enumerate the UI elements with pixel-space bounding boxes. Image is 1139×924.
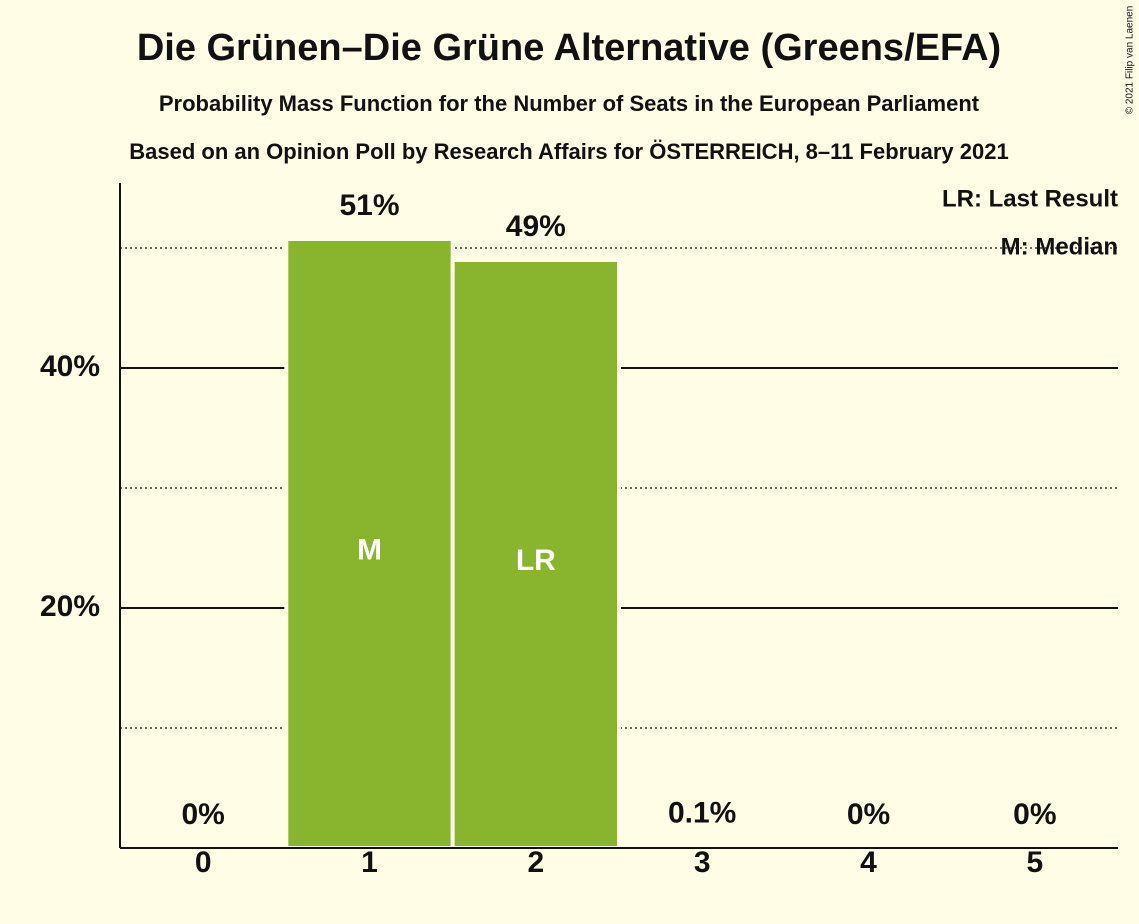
x-tick-label: 4 <box>860 846 877 879</box>
x-tick-label: 5 <box>1026 846 1043 879</box>
bar <box>284 237 455 850</box>
x-tick-label: 3 <box>694 846 711 879</box>
y-tick-label: 40% <box>40 350 100 383</box>
chart-title: Die Grünen–Die Grüne Alternative (Greens… <box>137 27 1001 69</box>
legend-text: LR: Last Result <box>942 185 1118 212</box>
copyright: © 2021 Filip van Laenen <box>1125 6 1136 115</box>
value-label: 0.1% <box>668 797 736 830</box>
x-tick-label: 2 <box>527 846 544 879</box>
bar-label: M <box>357 533 382 566</box>
source-line: Based on an Opinion Poll by Research Aff… <box>129 139 1008 164</box>
value-label: 0% <box>181 798 224 831</box>
bar-label: LR <box>516 544 556 577</box>
y-tick-label: 20% <box>40 590 100 623</box>
chart-subtitle: Probability Mass Function for the Number… <box>159 91 980 116</box>
x-tick-label: 0 <box>195 846 212 879</box>
legend-text: M: Median <box>1001 233 1118 260</box>
value-label: 0% <box>847 798 890 831</box>
x-tick-label: 1 <box>361 846 378 879</box>
value-label: 49% <box>506 210 566 243</box>
value-label: 51% <box>339 189 399 222</box>
value-label: 0% <box>1013 798 1056 831</box>
